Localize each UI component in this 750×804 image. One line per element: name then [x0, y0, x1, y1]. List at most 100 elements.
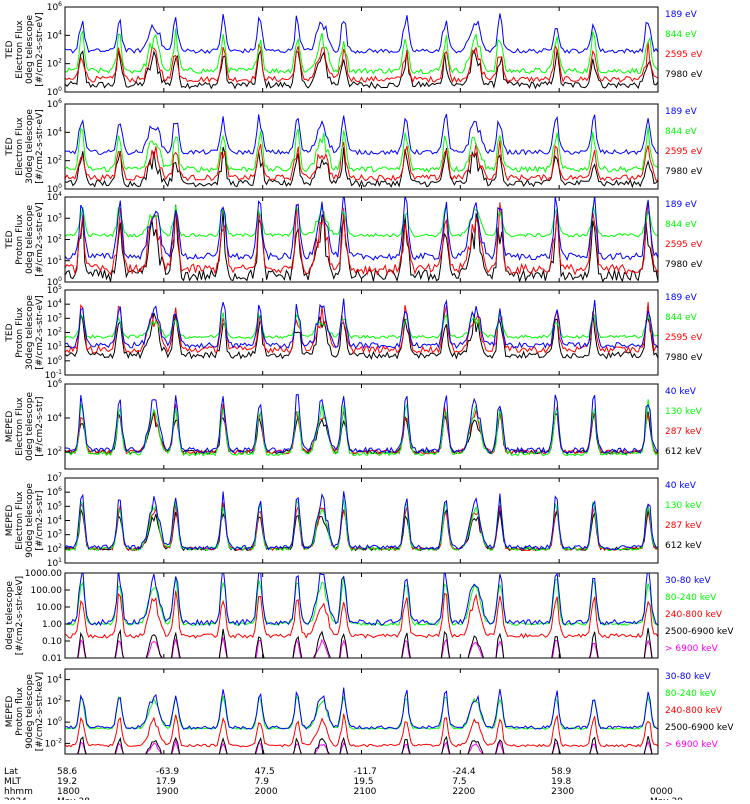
y-tick-label: 106	[47, 98, 62, 110]
y-axis-label: 30deg telescope	[25, 295, 35, 370]
x-axis-annotations: LatMLThhmm202458.619.21800May 28-63.917.…	[4, 767, 683, 804]
legend-entry: 240-800 keV	[665, 706, 723, 716]
y-axis-label: 0deg telescope	[25, 392, 35, 462]
series-line-2	[65, 41, 658, 84]
y-axis-label: [#/cm2-s-str-keV]	[35, 672, 45, 751]
series-line-3	[65, 126, 658, 174]
panel-series	[65, 13, 658, 90]
panel-frame	[64, 103, 659, 190]
y-axis-label: TED	[5, 230, 15, 249]
legend-entry: 30-80 keV	[665, 576, 711, 586]
legend-entry: 2595 eV	[665, 333, 703, 343]
y-tick-label: 104	[47, 191, 62, 203]
y-axis-label: [#/cm2-s-str-keV]	[15, 576, 25, 655]
panel-frame	[64, 572, 659, 659]
y-tick-label: 104	[47, 412, 62, 424]
legend-entry: 2595 eV	[665, 240, 703, 250]
y-tick-label: 100	[47, 355, 62, 367]
legend-entry: 844 eV	[665, 220, 698, 230]
x-tick-label: 2100	[354, 787, 377, 797]
panel-frame	[64, 668, 659, 755]
y-tick-label: 101	[47, 255, 62, 267]
legend-entry: 844 eV	[665, 30, 698, 40]
series-line-3	[65, 28, 658, 75]
legend-entry: 2595 eV	[665, 50, 703, 60]
series-line-2	[65, 403, 658, 455]
legend-entry: 30-80 keV	[665, 672, 711, 682]
series-line-4	[65, 394, 658, 455]
panel-series	[65, 573, 658, 658]
series-line-1	[65, 508, 658, 552]
x-tick-label: 47.5	[255, 767, 275, 777]
y-tick-label: 101	[47, 341, 62, 353]
y-axis-label: Proton Flux	[15, 214, 25, 265]
legend-entry: 287 keV	[665, 427, 702, 437]
panel-series	[65, 491, 658, 552]
y-axis-label: [#/cm2-s-str-eV]	[35, 109, 45, 184]
legend-entry: 130 keV	[665, 501, 702, 511]
panel-1: 100 102 104 106 TED Electron Flux 0deg telesco…	[5, 1, 703, 98]
y-tick-label: 100.00	[31, 586, 63, 596]
series-line-3	[65, 497, 658, 552]
y-tick-label: 102	[47, 327, 62, 339]
panel-series	[65, 197, 658, 282]
y-tick-label: 106	[47, 1, 62, 13]
panel-6: 101 102 103 104 105 106 107 MEPED Electron Flux 9…	[5, 472, 702, 569]
series-line-5	[65, 573, 658, 627]
y-axis-label: Electron Flux	[15, 20, 25, 79]
x-tick-label: 17.9	[156, 777, 176, 787]
series-line-3	[65, 590, 658, 639]
x-tick-label: 7.9	[255, 777, 270, 787]
x-tick-label: -24.4	[452, 767, 476, 777]
legend-entry: 612 keV	[665, 541, 702, 551]
y-axis-label: MEPED	[5, 505, 15, 537]
legend-entry: 612 keV	[665, 447, 702, 457]
x-tick-label: 0000	[650, 787, 673, 797]
legend-entry: > 6900 keV	[665, 740, 719, 750]
y-tick-label: 101	[47, 557, 62, 569]
x-tick-label: 2200	[452, 787, 475, 797]
y-tick-label: 105	[47, 284, 62, 296]
legend-entry: 2500-6900 keV	[665, 627, 734, 637]
series-line-5	[65, 687, 658, 730]
y-tick-label: 106	[47, 378, 62, 390]
panel-frame	[64, 289, 659, 376]
x-axis-row-label: hhmm	[4, 787, 33, 797]
legend-entry: 844 eV	[665, 127, 698, 137]
panel-frame	[64, 6, 659, 93]
x-axis-row-label: Lat	[4, 767, 19, 777]
y-tick-label: 102	[47, 234, 62, 246]
x-tick-label: 1800	[57, 787, 80, 797]
legend-entry: 844 eV	[665, 313, 698, 323]
panel-8: 10-2 100 102 104 MEPED Proton flux 90deg teles…	[5, 668, 734, 755]
y-axis-label: [#/cm2-s-str]	[35, 490, 45, 550]
legend-entry: 240-800 keV	[665, 610, 723, 620]
y-axis-label: [#/cm2-s-str-eV]	[35, 295, 45, 370]
series-line-2	[65, 140, 658, 182]
series-line-2	[65, 301, 658, 355]
y-tick-label: 100	[47, 716, 62, 728]
y-tick-label: 105	[47, 500, 62, 512]
y-tick-label: 0.01	[42, 654, 62, 664]
y-tick-label: 102	[47, 155, 62, 167]
legend-entry: 2500-6900 keV	[665, 723, 734, 733]
y-tick-label: 104	[47, 126, 62, 138]
y-axis-label: Electron Flux	[15, 397, 25, 456]
panel-frame	[64, 383, 659, 470]
panel-series	[65, 113, 658, 189]
y-tick-label: 103	[47, 529, 62, 541]
x-tick-label: 19.2	[57, 777, 77, 787]
series-line-1	[65, 48, 658, 90]
y-axis-label: [#/cm2-s-str-eV]	[35, 12, 45, 87]
legend-entry: > 6900 keV	[665, 644, 719, 654]
x-tick-label: 19.5	[354, 777, 374, 787]
y-axis-label: Electron Flux	[15, 117, 25, 176]
y-axis-label: Proton Flux	[15, 307, 25, 358]
x-tick-label: 2300	[551, 787, 574, 797]
panel-5: 102 104 106 MEPED Electron Flux 0deg telescop…	[5, 378, 702, 470]
y-axis-label: [#/cm2-s-str]	[35, 396, 45, 456]
